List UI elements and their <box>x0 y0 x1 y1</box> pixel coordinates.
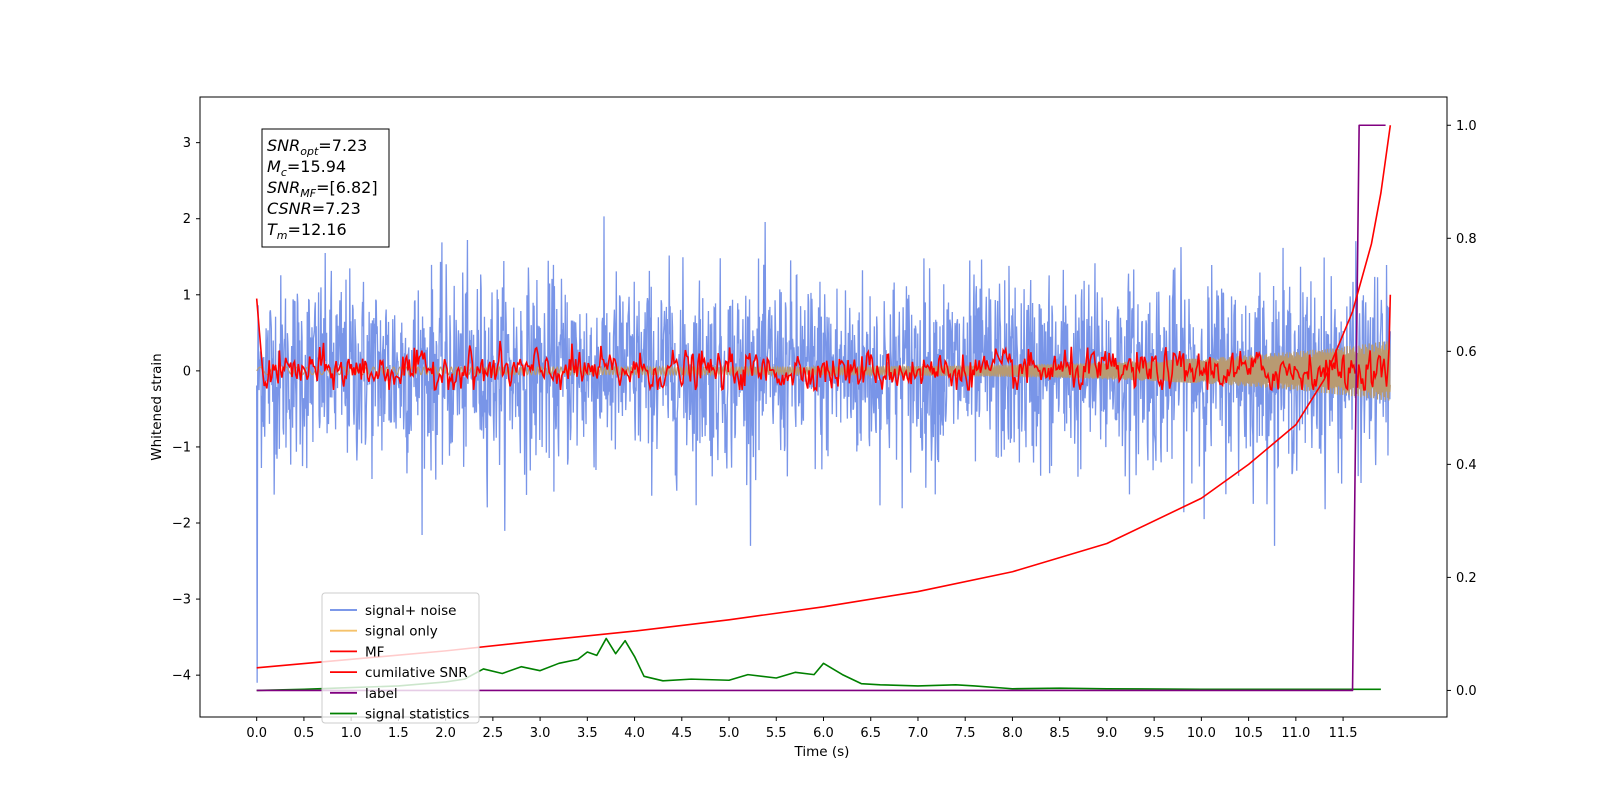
x-tick-label: 11.5 <box>1329 726 1358 741</box>
x-tick-label: 5.5 <box>766 726 787 741</box>
series-label-line <box>256 124 1386 692</box>
y2-tick-label: 1.0 <box>1456 119 1477 134</box>
annotation-line: CSNR=7.23 <box>267 199 361 218</box>
x-tick-label: 11.0 <box>1281 726 1310 741</box>
legend: signal+ noise signal only MF cumilative SNR… <box>321 592 480 724</box>
y-axis-left: 3 2 1 0 −1 −2 −3 −4 <box>172 136 200 684</box>
y-tick-label: −2 <box>172 517 191 532</box>
y-tick-label: −4 <box>172 669 191 684</box>
legend-item: cumilative SNR <box>330 665 468 681</box>
legend-item: MF <box>330 644 384 660</box>
y2-tick-label: 0.4 <box>1456 458 1477 473</box>
y-axis-label: Whitened strain <box>149 353 165 460</box>
stats-annotation-box: SNRopt=7.23Mc=15.94SNRMF=[6.82]CSNR=7.23… <box>261 128 390 248</box>
y-tick-label: 3 <box>183 136 191 151</box>
x-tick-label: 8.5 <box>1049 726 1070 741</box>
y2-tick-label: 0.0 <box>1456 684 1477 699</box>
x-tick-label: 0.0 <box>246 726 267 741</box>
legend-label: signal+ noise <box>365 603 456 619</box>
y-tick-label: 2 <box>183 212 191 227</box>
x-tick-label: 10.0 <box>1187 726 1216 741</box>
series-cumulative-snr-line <box>256 125 1392 669</box>
x-tick-label: 3.0 <box>530 726 551 741</box>
series-layer <box>255 124 1392 692</box>
annotation-line: Mc=15.94 <box>267 157 346 179</box>
x-tick-label: 5.0 <box>719 726 740 741</box>
legend-label: signal statistics <box>365 707 469 723</box>
x-tick-label: 4.5 <box>671 726 692 741</box>
legend-item: signal statistics <box>330 707 469 723</box>
legend-label: cumilative SNR <box>365 665 468 681</box>
y-tick-label: −1 <box>172 440 191 455</box>
x-tick-label: 6.5 <box>860 726 881 741</box>
x-axis-label: Time (s) <box>794 744 850 760</box>
x-tick-label: 10.5 <box>1234 726 1263 741</box>
x-tick-label: 1.0 <box>341 726 362 741</box>
x-tick-label: 7.5 <box>955 726 976 741</box>
plot-area <box>255 124 1392 692</box>
annotation-frame <box>261 128 390 248</box>
x-tick-label: 2.5 <box>483 726 504 741</box>
legend-label: MF <box>365 644 384 660</box>
annotation-line: SNRopt=7.23 <box>267 136 367 158</box>
series-signal-only-line <box>256 341 1391 401</box>
y-tick-label: 0 <box>183 364 191 379</box>
y-tick-label: −3 <box>172 593 191 608</box>
legend-label: label <box>365 686 398 702</box>
x-tick-label: 0.5 <box>294 726 315 741</box>
annotation-line: Tm=12.16 <box>267 220 347 242</box>
series-mf-line <box>255 294 1392 393</box>
x-tick-label: 9.0 <box>1097 726 1118 741</box>
legend-item: signal+ noise <box>330 603 456 619</box>
legend-item: signal only <box>330 624 438 640</box>
legend-item: label <box>330 686 398 702</box>
x-tick-label: 1.5 <box>388 726 409 741</box>
y2-tick-label: 0.6 <box>1456 345 1477 360</box>
x-axis: 0.0 0.5 1.0 1.5 2.0 2.5 3.0 3.5 4.0 4.5 5.0 5.5 6.0 6… <box>246 717 1358 741</box>
y2-tick-label: 0.2 <box>1456 571 1477 586</box>
annotation-line: SNRMF=[6.82] <box>267 178 378 200</box>
y2-tick-label: 0.8 <box>1456 232 1477 247</box>
x-tick-label: 6.0 <box>813 726 834 741</box>
legend-frame <box>321 592 480 724</box>
y-tick-label: 1 <box>183 288 191 303</box>
x-tick-label: 9.5 <box>1144 726 1165 741</box>
series-signal-statistics-line <box>256 637 1381 692</box>
x-tick-label: 2.0 <box>435 726 456 741</box>
x-tick-label: 3.5 <box>577 726 598 741</box>
x-tick-label: 7.0 <box>908 726 929 741</box>
y-axis-right: 1.0 0.8 0.6 0.4 0.2 0.0 <box>1447 119 1477 699</box>
legend-label: signal only <box>365 624 438 640</box>
x-tick-label: 4.0 <box>624 726 645 741</box>
x-tick-label: 8.0 <box>1002 726 1023 741</box>
